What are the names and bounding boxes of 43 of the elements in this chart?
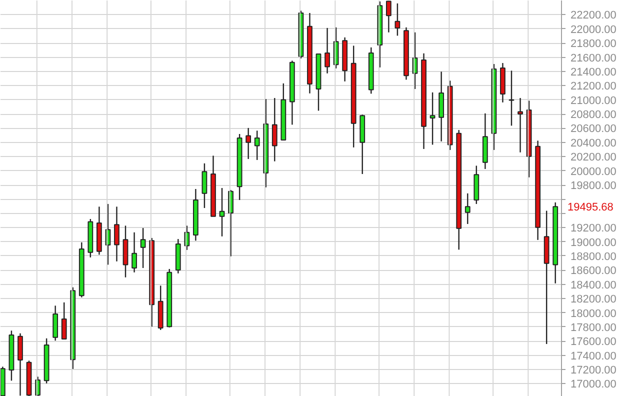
candlestick [246, 127, 252, 160]
candlestick [430, 92, 436, 146]
y-tick-label: 21000.00 [570, 94, 616, 107]
candlestick [518, 97, 523, 153]
y-tick-label: 17800.00 [570, 322, 616, 334]
candlestick [132, 232, 137, 273]
y-tick-label: 20400.00 [570, 137, 616, 150]
text: 19495.68 [568, 202, 614, 214]
y-tick-label: 17000.00 [570, 378, 616, 391]
y-tick-label: 18800.00 [570, 250, 616, 263]
y-tick-label: 18200.00 [570, 294, 616, 306]
candlestick [18, 332, 23, 396]
candlestick [114, 206, 120, 262]
y-tick-label: 18000.00 [570, 308, 616, 320]
candlestick [52, 305, 58, 342]
candlestick [140, 227, 146, 269]
candlestick [61, 302, 67, 340]
y-tick-label: 17600.00 [570, 336, 616, 348]
candlestick [386, 0, 392, 33]
y-tick-label: 21600.00 [570, 52, 616, 64]
candlestick [394, 2, 400, 36]
y-tick-label: 21800.00 [570, 38, 616, 50]
y-tick-label: 22000.00 [570, 24, 616, 36]
y-tick-label: 20200.00 [570, 152, 616, 164]
candlestick [202, 162, 208, 209]
y-tick-label: 21400.00 [570, 66, 616, 78]
y-tick-label: 18600.00 [570, 265, 616, 278]
y-tick-label: 20000.00 [570, 166, 616, 178]
candlestick [219, 187, 225, 237]
y-tick-label: 20600.00 [570, 123, 616, 136]
y-tick-label: 19800.00 [570, 180, 616, 192]
y-tick-label: 21200.00 [570, 80, 616, 93]
y-tick-label: 19000.00 [570, 236, 616, 249]
y-tick-label: 20800.00 [570, 109, 616, 122]
y-tick-label: 19200.00 [570, 222, 616, 235]
y-tick-label: 18400.00 [570, 279, 616, 292]
candlestick [464, 192, 470, 225]
candlestick [254, 130, 260, 161]
candlestick [272, 97, 278, 162]
candlestick [324, 27, 330, 74]
y-tick-label: 22200.00 [570, 10, 616, 22]
y-tick-label: 17200.00 [570, 364, 616, 377]
y-tick-label: 17400.00 [570, 350, 616, 362]
